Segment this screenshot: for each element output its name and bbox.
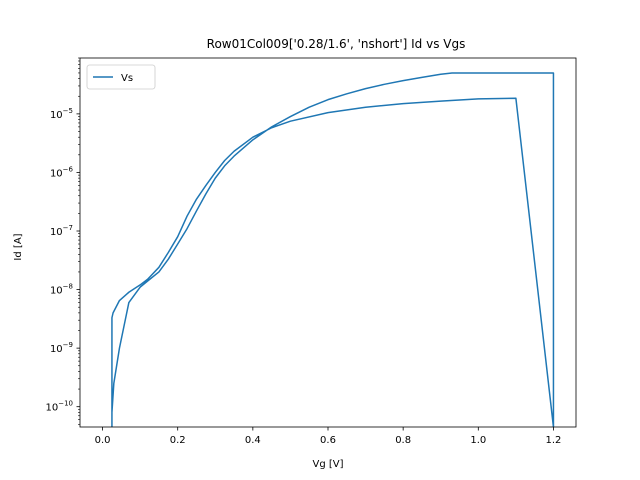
x-tick-label: 0.6 (320, 435, 336, 446)
y-tick-label: 10−10 (45, 400, 73, 414)
y-tick-label: 10−7 (50, 224, 73, 238)
x-tick-label: 0.4 (245, 435, 261, 446)
x-tick-label: 1.0 (470, 435, 486, 446)
legend-label-vs: Vs (121, 73, 133, 84)
x-axis-label: Vg [V] (312, 459, 343, 470)
axes-frame (79, 57, 577, 428)
chart-title: Row01Col009['0.28/1.6', 'nshort'] Id vs … (207, 37, 466, 51)
legend-box (86, 64, 156, 90)
x-tick-label: 0.0 (95, 435, 111, 446)
y-tick-label: 10−8 (50, 283, 73, 297)
series-line-vs (111, 72, 555, 427)
x-tick-label: 1.2 (546, 435, 562, 446)
y-axis-label: Id [A] (13, 233, 24, 260)
y-tick-label: 10−5 (50, 107, 73, 121)
y-tick-label: 10−9 (50, 341, 73, 355)
plot-area: 10−10 10−9 10−8 10−7 10−6 10−5 0.0 0.2 0.4 0.6 0.8… (45, 57, 577, 446)
y-tick-label: 10−6 (50, 165, 74, 179)
x-tick-label: 0.8 (395, 435, 411, 446)
x-tick-label: 0.2 (170, 435, 186, 446)
